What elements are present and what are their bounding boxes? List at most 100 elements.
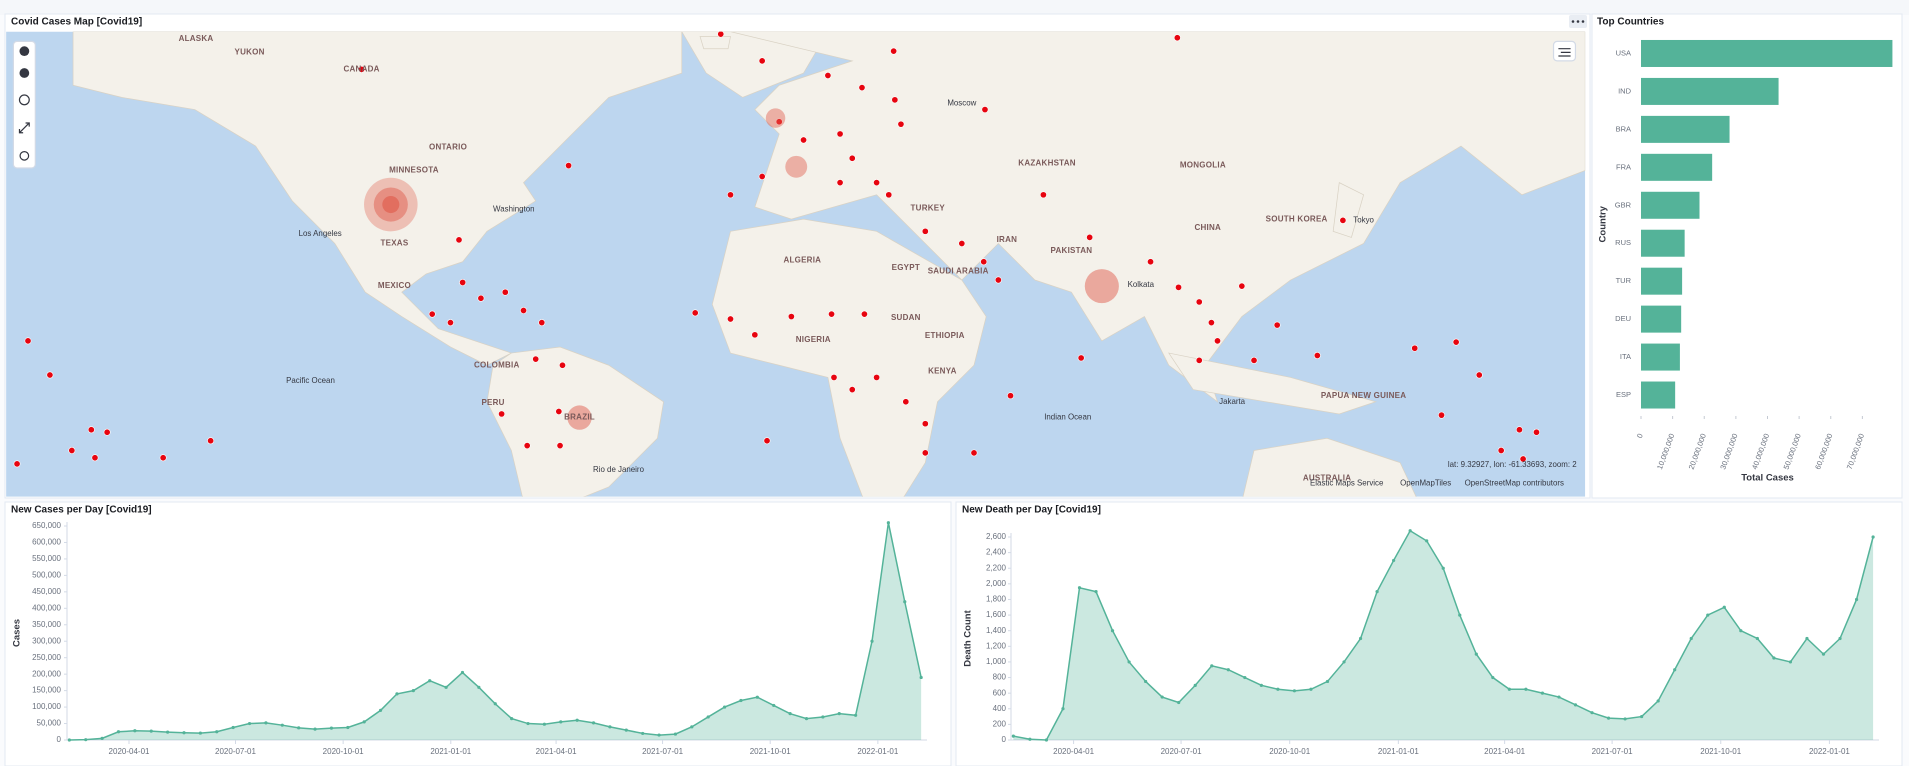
point[interactable]: [755, 695, 759, 699]
point[interactable]: [641, 731, 645, 736]
point[interactable]: [1722, 605, 1726, 609]
point[interactable]: [247, 721, 252, 726]
point[interactable]: [1342, 660, 1346, 664]
point[interactable]: [1259, 683, 1263, 687]
filter-tool[interactable]: [19, 150, 30, 161]
point[interactable]: [608, 725, 612, 729]
point[interactable]: [1309, 687, 1313, 691]
zoom-out[interactable]: [19, 68, 30, 78]
point[interactable]: [1028, 737, 1032, 741]
point[interactable]: [1441, 566, 1445, 570]
point[interactable]: [1573, 703, 1578, 707]
point[interactable]: [411, 689, 415, 693]
point[interactable]: [1094, 590, 1098, 594]
point[interactable]: [477, 685, 481, 689]
point[interactable]: [1177, 700, 1181, 705]
point[interactable]: [1805, 636, 1809, 641]
point[interactable]: [444, 685, 448, 689]
point[interactable]: [67, 738, 71, 742]
point[interactable]: [116, 730, 121, 734]
point[interactable]: [182, 731, 186, 735]
point[interactable]: [1193, 683, 1197, 687]
point[interactable]: [346, 725, 350, 730]
point[interactable]: [919, 675, 923, 680]
attribution[interactable]: OpenMapTiles: [1400, 478, 1451, 487]
point[interactable]: [1623, 717, 1627, 721]
point[interactable]: [1458, 613, 1462, 617]
point[interactable]: [1044, 738, 1049, 742]
point[interactable]: [329, 726, 334, 730]
point[interactable]: [1011, 734, 1015, 738]
layer-toggle[interactable]: [1552, 40, 1577, 62]
point[interactable]: [624, 728, 628, 732]
point[interactable]: [1838, 636, 1842, 641]
point[interactable]: [1491, 675, 1495, 680]
point[interactable]: [493, 702, 497, 706]
point[interactable]: [1375, 590, 1379, 594]
attribution[interactable]: Elastic Maps Service: [1310, 478, 1384, 487]
point[interactable]: [657, 733, 661, 737]
point[interactable]: [542, 722, 546, 726]
point[interactable]: [100, 736, 104, 740]
map[interactable]: ALASKA YUKON CANADA ONTARIO MINNESOTA Washing…: [6, 31, 1586, 502]
point[interactable]: [739, 698, 743, 703]
point[interactable]: [1425, 539, 1429, 543]
point[interactable]: [378, 708, 383, 712]
point[interactable]: [1507, 687, 1511, 691]
panel-menu[interactable]: [1569, 15, 1587, 28]
point[interactable]: [1077, 586, 1082, 590]
point[interactable]: [526, 721, 530, 726]
point[interactable]: [1821, 652, 1826, 656]
point[interactable]: [1408, 529, 1412, 533]
point[interactable]: [428, 679, 432, 683]
point[interactable]: [1755, 636, 1759, 641]
point[interactable]: [821, 715, 825, 719]
point[interactable]: [280, 723, 284, 727]
point[interactable]: [722, 705, 727, 709]
point[interactable]: [788, 712, 792, 716]
point[interactable]: [313, 727, 317, 731]
draw-tool[interactable]: [18, 122, 30, 134]
point[interactable]: [1292, 689, 1297, 693]
point[interactable]: [1640, 714, 1644, 719]
point[interactable]: [1689, 636, 1693, 641]
point[interactable]: [854, 713, 858, 717]
point[interactable]: [1656, 699, 1660, 703]
point[interactable]: [1144, 679, 1148, 684]
point[interactable]: [1325, 679, 1330, 684]
point[interactable]: [1392, 558, 1396, 563]
point[interactable]: [575, 718, 579, 722]
point[interactable]: [1557, 695, 1561, 699]
point[interactable]: [1739, 629, 1743, 633]
point[interactable]: [198, 731, 202, 735]
point[interactable]: [1524, 687, 1528, 691]
point[interactable]: [1706, 613, 1710, 617]
map-controls[interactable]: [12, 40, 1577, 169]
point[interactable]: [1540, 691, 1545, 695]
zoom-in[interactable]: [19, 46, 30, 57]
point[interactable]: [837, 712, 841, 716]
point[interactable]: [1474, 652, 1478, 656]
point[interactable]: [1673, 668, 1677, 672]
point[interactable]: [1127, 660, 1131, 664]
point[interactable]: [1276, 687, 1280, 691]
point[interactable]: [804, 717, 809, 721]
point[interactable]: [1358, 636, 1363, 641]
point[interactable]: [1606, 716, 1611, 720]
point[interactable]: [215, 730, 219, 734]
point[interactable]: [264, 721, 268, 725]
point[interactable]: [133, 729, 137, 733]
fit-bounds[interactable]: [18, 94, 30, 106]
point[interactable]: [1243, 675, 1247, 680]
point[interactable]: [1871, 535, 1875, 539]
point[interactable]: [1110, 629, 1115, 633]
point[interactable]: [886, 521, 890, 525]
point[interactable]: [690, 725, 694, 729]
point[interactable]: [166, 730, 170, 734]
point[interactable]: [231, 725, 235, 730]
point[interactable]: [460, 670, 465, 675]
point[interactable]: [1226, 668, 1230, 672]
point[interactable]: [1854, 597, 1859, 602]
point[interactable]: [673, 732, 678, 736]
point[interactable]: [510, 717, 514, 721]
